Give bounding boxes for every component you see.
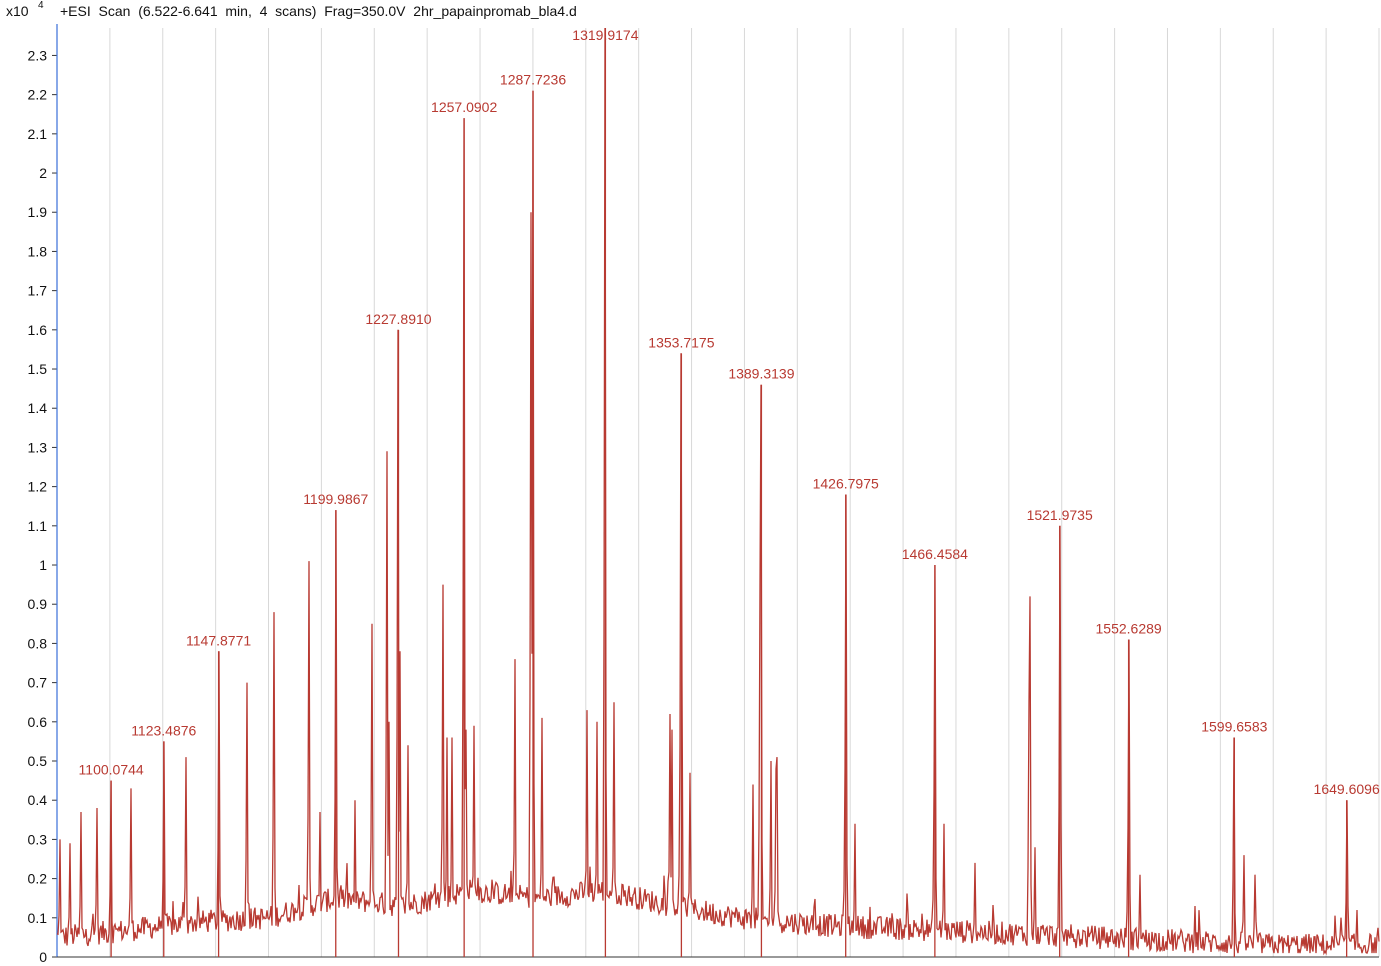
peak-label: 1649.6096 bbox=[1314, 781, 1380, 797]
y-tick-label: 0.3 bbox=[28, 831, 48, 847]
spectrum-trace bbox=[56, 27, 1380, 957]
y-tick-label: 2.1 bbox=[28, 126, 48, 142]
peak-label: 1123.4876 bbox=[131, 722, 196, 738]
peak-label: 1466.4584 bbox=[902, 546, 968, 562]
y-tick-label: 0.4 bbox=[28, 792, 48, 808]
axes bbox=[52, 24, 1379, 958]
y-tick-label: 0.8 bbox=[28, 635, 48, 651]
chart-header: x10 4 +ESI Scan (6.522-6.641 min, 4 scan… bbox=[0, 0, 1381, 22]
y-tick-label: 1.6 bbox=[28, 322, 48, 338]
y-tick-label: 1.4 bbox=[28, 400, 48, 416]
y-tick-label: 1.1 bbox=[28, 518, 48, 534]
y-tick-label: 0.9 bbox=[28, 596, 48, 612]
chart-title: +ESI Scan (6.522-6.641 min, 4 scans) Fra… bbox=[60, 3, 577, 19]
y-tick-label: 2.2 bbox=[28, 87, 48, 103]
peak-label: 1287.7236 bbox=[500, 72, 566, 88]
y-tick-label: 0.5 bbox=[28, 753, 48, 769]
y-tick-label: 2 bbox=[39, 165, 47, 181]
grid-lines bbox=[109, 28, 1380, 957]
y-tick-label: 1.8 bbox=[28, 243, 48, 259]
peak-label: 1319.9174 bbox=[572, 27, 638, 43]
y-tick-label: 0 bbox=[39, 949, 47, 965]
y-multiplier-exponent: 4 bbox=[38, 0, 44, 11]
spectrum-line bbox=[56, 27, 1380, 956]
y-tick-label: 1.9 bbox=[28, 204, 48, 220]
y-tick-labels: 0 0.1 0.2 0.3 0.4 0.5 0.6 0.7 0.8 0.9 1 1.1 1.2 1.3 1.… bbox=[28, 47, 48, 965]
y-tick-label: 1 bbox=[39, 557, 47, 573]
peak-label: 1353.7175 bbox=[648, 334, 714, 350]
y-tick-label: 1.5 bbox=[28, 361, 48, 377]
peak-label: 1257.0902 bbox=[431, 99, 497, 115]
peak-label: 1599.6583 bbox=[1201, 718, 1267, 734]
y-tick-label: 1.7 bbox=[28, 283, 48, 299]
peak-label: 1552.6289 bbox=[1096, 620, 1162, 636]
peak-label: 1521.9735 bbox=[1027, 507, 1093, 523]
peak-label: 1389.3139 bbox=[728, 366, 794, 382]
y-tick-label: 0.6 bbox=[28, 714, 48, 730]
y-tick-label: 0.2 bbox=[28, 871, 48, 887]
y-tick-label: 0.1 bbox=[28, 910, 48, 926]
peak-label: 1199.9867 bbox=[303, 491, 368, 507]
peak-label: 1100.0744 bbox=[79, 762, 144, 778]
y-tick-label: 1.2 bbox=[28, 479, 48, 495]
y-multiplier-label: x10 bbox=[6, 3, 29, 19]
y-tick-label: 2.3 bbox=[28, 47, 48, 63]
peak-label: 1426.7975 bbox=[813, 475, 879, 491]
peak-label: 1227.8910 bbox=[365, 311, 431, 327]
y-tick-label: 0.7 bbox=[28, 675, 48, 691]
peak-labels: 1100.0744 1123.4876 1147.8771 1199.9867 1227… bbox=[79, 27, 1380, 797]
peak-label: 1147.8771 bbox=[186, 632, 251, 648]
y-tick-label: 1.3 bbox=[28, 439, 48, 455]
